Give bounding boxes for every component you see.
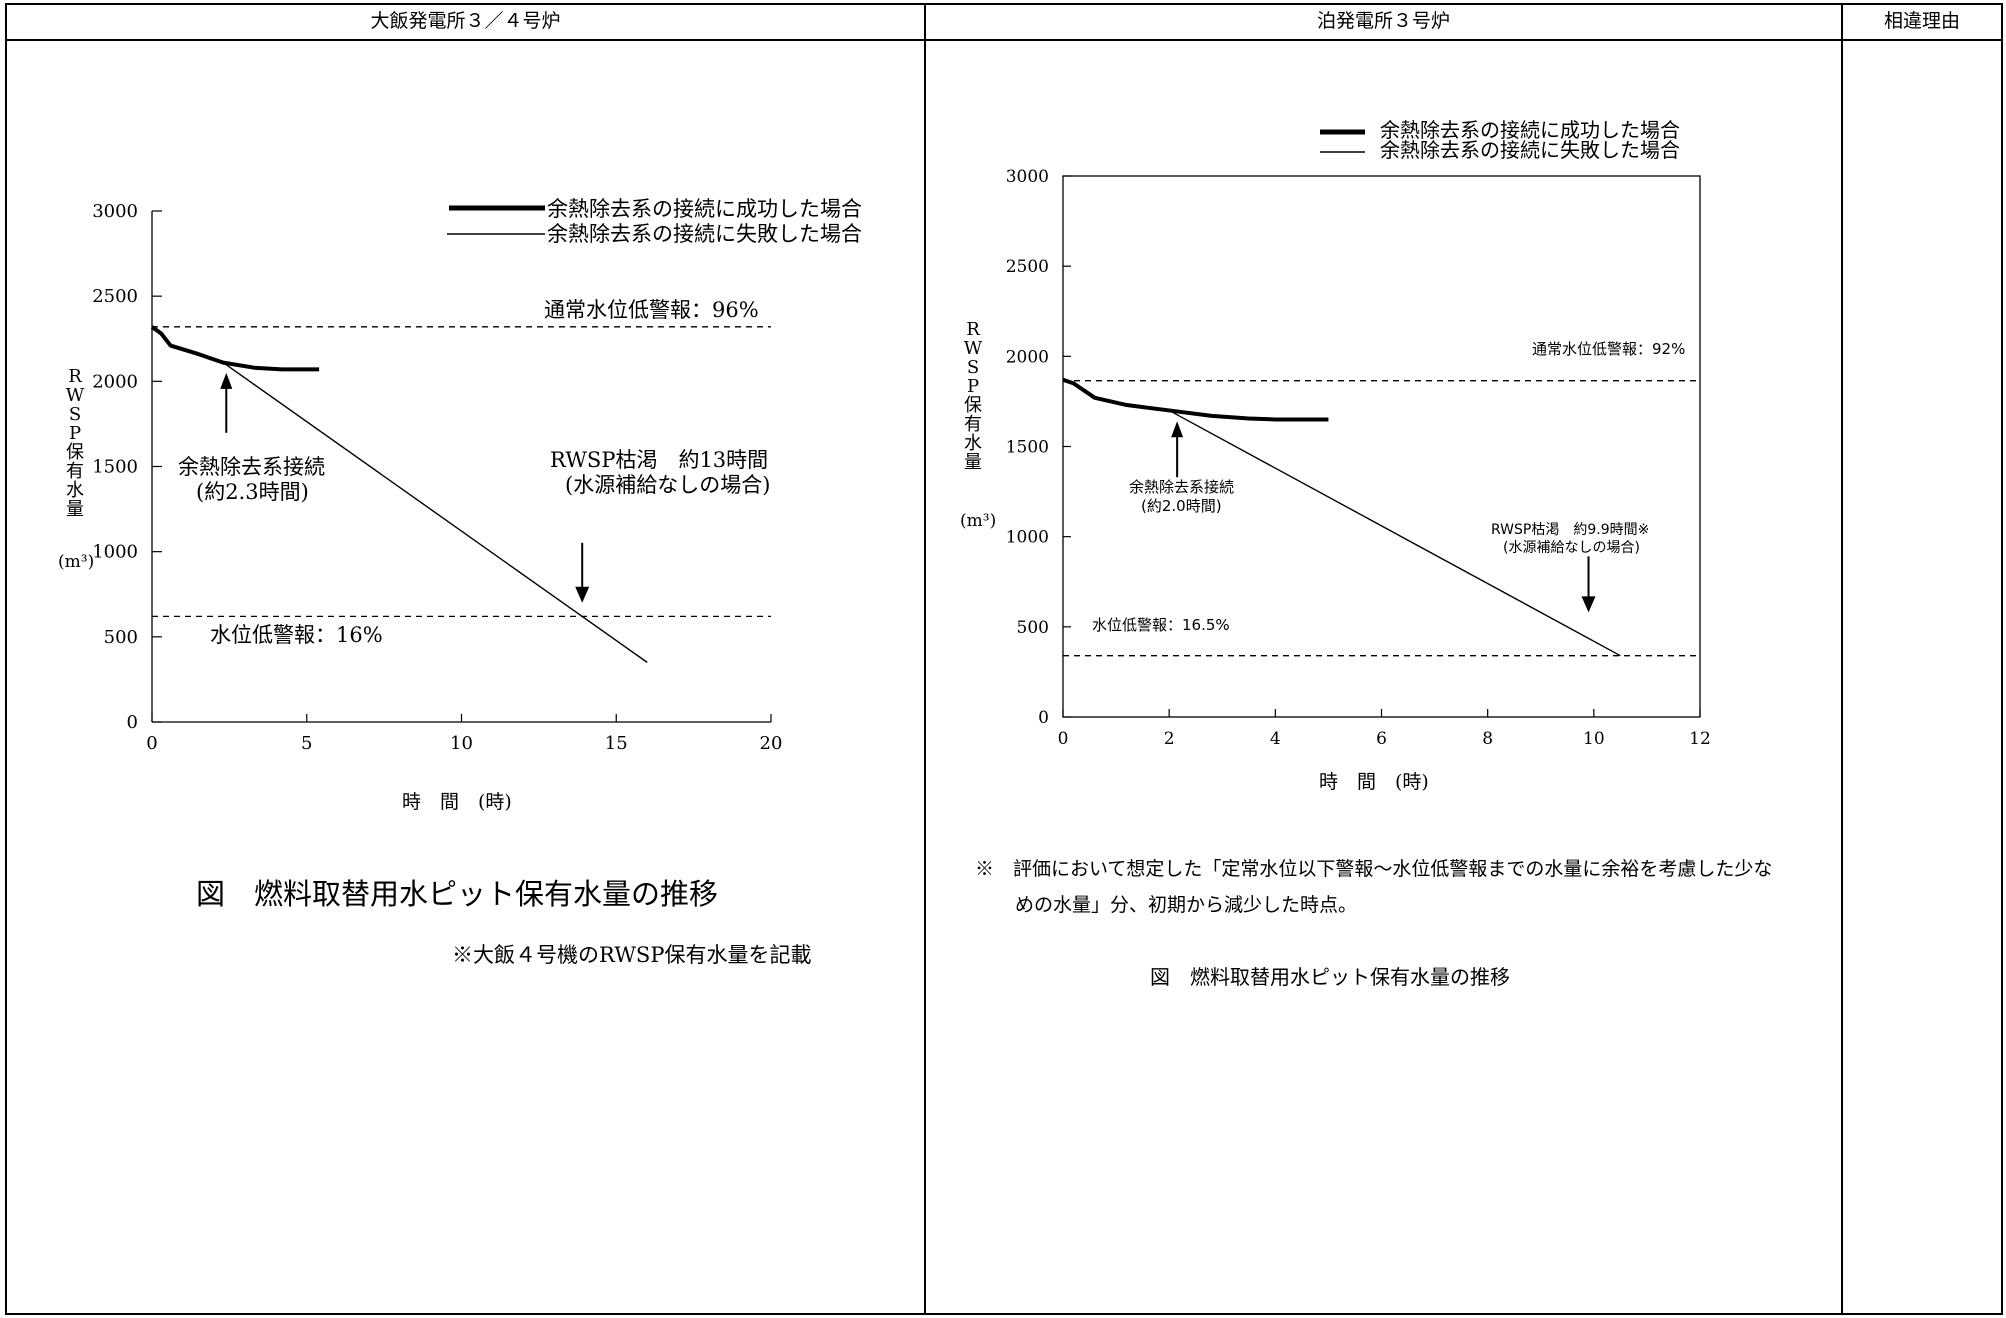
tomari-chart: 0 500 1000 1500 2000 2500 3000 0 2 4 6 8 10 12 余熱除去系の…	[960, 118, 1772, 989]
y-axis-title-char: 有	[66, 461, 84, 482]
x-tick-label: 20	[760, 733, 783, 754]
y-axis-title-char: W	[964, 338, 983, 359]
y-tick-label: 3000	[1006, 167, 1049, 187]
header-tomari: 泊発電所３号炉	[1316, 10, 1450, 32]
y-tick-label: 2000	[1006, 347, 1049, 367]
y-axis-title-char: R	[68, 366, 82, 387]
x-tick-label: 15	[605, 733, 628, 754]
x-axis-title: 時 間 (時)	[402, 791, 512, 813]
x-tick-label: 8	[1482, 729, 1493, 749]
y-tick-label: 1500	[1006, 438, 1049, 458]
series-fail-line	[222, 362, 648, 663]
y-axis-title-char: 水	[964, 433, 982, 454]
y-tick-label: 1000	[1006, 528, 1049, 548]
legend-success-label: 余熱除去系の接続に成功した場合	[1380, 118, 1680, 142]
y-axis-title-char: 量	[964, 452, 982, 473]
x-tick-label: 4	[1270, 729, 1281, 749]
y-tick-label: 2000	[92, 371, 138, 392]
y-axis-title-char: R	[966, 319, 980, 340]
ann-normal-low-alarm: 通常水位低警報：96%	[544, 298, 759, 322]
x-tick-label: 5	[301, 733, 312, 754]
y-axis-title-char: 有	[964, 414, 982, 435]
footnote-line-2: めの水量」分、初期から減少した時点。	[1015, 894, 1357, 916]
ann-rhr-connect: 余熱除去系接続	[178, 455, 325, 479]
x-tick-label: 10	[1583, 729, 1605, 749]
y-tick-label: 500	[1017, 618, 1049, 638]
ann-rwsp-dry: RWSP枯渇 約13時間	[550, 448, 768, 472]
ann-rwsp-dry: RWSP枯渇 約9.9時間※	[1491, 522, 1649, 538]
ann-low-alarm: 水位低警報：16.5%	[1092, 616, 1230, 634]
y-tick-label: 1000	[92, 542, 138, 563]
legend-fail-label: 余熱除去系の接続に失敗した場合	[547, 222, 862, 246]
series-success-line	[1062, 377, 1329, 422]
arrow-head	[1581, 596, 1596, 613]
plot-frame	[1062, 175, 1701, 718]
ann-rwsp-dry-note: (水源補給なしの場合)	[565, 473, 770, 497]
ann-rhr-connect-time: (約2.3時間)	[196, 480, 309, 504]
arrow-head	[575, 586, 590, 603]
figure-title: 図 燃料取替用水ピット保有水量の推移	[1150, 965, 1510, 989]
y-axis-title-char: P	[69, 423, 81, 444]
series-success-line	[150, 325, 320, 372]
ann-low-alarm: 水位低警報：16%	[210, 623, 383, 647]
y-axis-title: RWSP保有水量	[964, 319, 983, 473]
y-axis-unit: (m³)	[58, 552, 94, 572]
y-axis-unit: (m³)	[960, 511, 996, 531]
footnote-line-1: ※ 評価において想定した「定常水位以下警報～水位低警報までの水量に余裕を考慮した…	[975, 858, 1772, 880]
x-tick-label: 2	[1164, 729, 1175, 749]
y-axis-title-char: W	[66, 385, 85, 406]
header-reason: 相違理由	[1883, 10, 1960, 32]
header-ohi: 大飯発電所３／４号炉	[370, 10, 561, 32]
y-tick-label: 2500	[92, 286, 138, 307]
y-tick-label: 0	[127, 712, 138, 733]
ann-rhr-connect-time: (約2.0時間)	[1141, 497, 1222, 515]
x-tick-label: 10	[450, 733, 473, 754]
y-tick-label: 0	[1038, 708, 1049, 728]
y-axis-title-char: S	[967, 357, 979, 378]
y-axis-title-char: 量	[66, 499, 84, 520]
y-axis-title-char: P	[967, 376, 979, 397]
legend-fail-label: 余熱除去系の接続に失敗した場合	[1380, 138, 1680, 162]
x-tick-label: 0	[1058, 729, 1069, 749]
arrow-head	[220, 372, 233, 389]
y-axis-title-char: 保	[964, 395, 982, 416]
series-fail-line	[1168, 409, 1621, 657]
figure-title: 図 燃料取替用水ピット保有水量の推移	[196, 877, 718, 911]
y-axis-title-char: 水	[66, 480, 84, 501]
x-tick-label: 12	[1689, 729, 1711, 749]
y-tick-label: 500	[104, 627, 138, 648]
y-axis-title-char: S	[69, 404, 81, 425]
figure-note: ※大飯４号機のRWSP保有水量を記載	[452, 943, 811, 967]
x-axis-title: 時 間 (時)	[1319, 771, 1429, 793]
legend-success-label: 余熱除去系の接続に成功した場合	[547, 197, 862, 221]
y-tick-label: 2500	[1006, 257, 1049, 277]
x-tick-label: 0	[146, 733, 157, 754]
arrow-head	[1171, 421, 1184, 438]
ann-normal-low-alarm: 通常水位低警報：92%	[1532, 340, 1685, 358]
x-tick-label: 6	[1376, 729, 1387, 749]
y-tick-label: 1500	[92, 457, 138, 478]
y-axis-title: RWSP保有水量	[66, 366, 85, 520]
ann-rhr-connect: 余熱除去系接続	[1129, 478, 1234, 496]
ann-rwsp-dry-note: (水源補給なしの場合)	[1503, 540, 1640, 556]
ohi-chart: 0 500 1000 1500 2000 2500 3000 0 5 10 15 20 余熱除去系の接…	[58, 197, 862, 967]
y-axis-title-char: 保	[66, 442, 84, 463]
y-tick-label: 3000	[92, 201, 138, 222]
